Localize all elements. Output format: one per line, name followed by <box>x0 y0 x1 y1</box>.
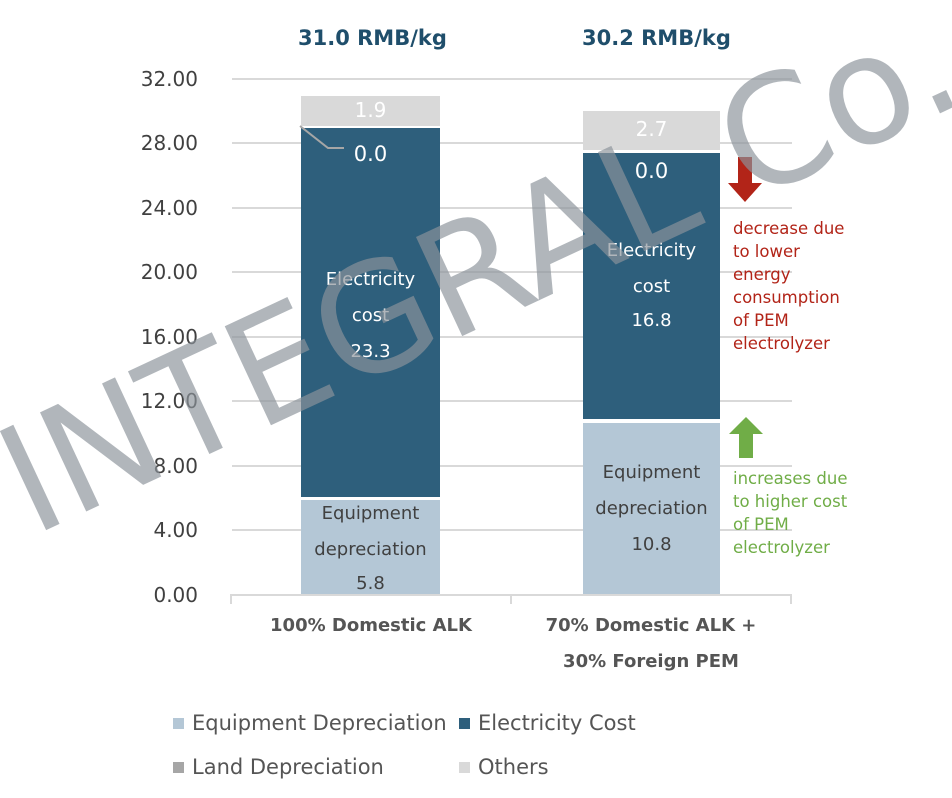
y-tick-24: 24.00 <box>140 196 198 220</box>
legend-item-electricity-cost: Electricity Cost <box>459 711 636 735</box>
bar1-others-value: 1.9 <box>354 98 387 122</box>
bar1-segment-electricity: 0.0 Electricity cost 23.3 <box>301 128 440 497</box>
gridline <box>232 207 792 209</box>
category-label-1: 100% Domestic ALK <box>270 615 472 636</box>
gridline <box>232 78 792 80</box>
bar2-total-label: 30.2 RMB/kg <box>582 26 731 50</box>
bar1-electricity-label-line1: Electricity <box>325 269 416 290</box>
category-label-2-line1: 70% Domestic ALK + <box>545 615 757 636</box>
x-axis-tick <box>510 594 512 604</box>
bar2-equipment-label-line2: depreciation <box>595 498 708 519</box>
annotation-decrease-text: decrease due to lower energy consumption… <box>733 219 845 353</box>
bar1-equipment-label-line2: depreciation <box>314 539 427 560</box>
arrow-up-icon <box>729 417 763 458</box>
bar2-electricity-label-line2: cost <box>632 276 671 297</box>
bar2-segment-equipment: Equipment depreciation 10.8 <box>583 423 720 594</box>
legend-item-others: Others <box>459 755 549 779</box>
y-tick-0: 0.00 <box>153 583 198 607</box>
annotation-increase-text: increases due to higher cost of PEM elec… <box>733 469 848 557</box>
bar1-total-label: 31.0 RMB/kg <box>298 26 447 50</box>
bar1-segment-others: 1.9 <box>301 96 440 126</box>
y-tick-32: 32.00 <box>140 67 198 91</box>
x-axis-tick <box>230 594 232 604</box>
legend-swatch-others <box>459 761 470 773</box>
arrow-down-icon <box>728 157 762 202</box>
bar2-equipment-label-line1: Equipment <box>602 462 701 483</box>
gridline <box>232 142 792 144</box>
y-tick-12: 12.00 <box>140 389 198 413</box>
legend-swatch-land <box>173 761 184 773</box>
gridline <box>232 400 792 402</box>
bar1-land-value: 0.0 <box>353 142 388 166</box>
bar1-electricity-label-line2: cost <box>351 305 390 326</box>
bar1-equipment-label-line1: Equipment <box>321 503 420 524</box>
legend-item-land-depreciation: Land Depreciation <box>173 755 384 779</box>
y-tick-28: 28.00 <box>140 131 198 155</box>
bar2-segment-others: 2.7 <box>583 111 720 150</box>
bar2-electricity-label-line1: Electricity <box>606 240 697 261</box>
legend-swatch-electricity <box>459 717 470 729</box>
category-label-2-line2: 30% Foreign PEM <box>563 651 739 672</box>
y-tick-8: 8.00 <box>153 454 198 478</box>
bar2-others-value: 2.7 <box>635 117 668 141</box>
bar1-land-leader-line <box>299 125 344 149</box>
y-tick-16: 16.00 <box>140 325 198 349</box>
gridline <box>232 465 792 467</box>
bar2-segment-electricity: 0.0 Electricity cost 16.8 <box>583 153 720 419</box>
legend-swatch-equipment <box>173 717 184 729</box>
bar2-electricity-value: 16.8 <box>631 310 672 331</box>
bar1-segment-equipment: Equipment depreciation 5.8 <box>301 500 440 594</box>
bar1-equipment-value: 5.8 <box>356 573 385 594</box>
bar1-electricity-value: 23.3 <box>350 341 391 362</box>
gridline <box>232 336 792 338</box>
gridline <box>232 271 792 273</box>
bar2-land-value: 0.0 <box>634 159 669 183</box>
x-axis-tick <box>790 594 792 604</box>
gridline <box>232 529 792 531</box>
bar2-equipment-value: 10.8 <box>631 534 672 555</box>
y-tick-4: 4.00 <box>153 518 198 542</box>
legend-item-equipment-depreciation: Equipment Depreciation <box>173 711 447 735</box>
y-tick-20: 20.00 <box>140 260 198 284</box>
